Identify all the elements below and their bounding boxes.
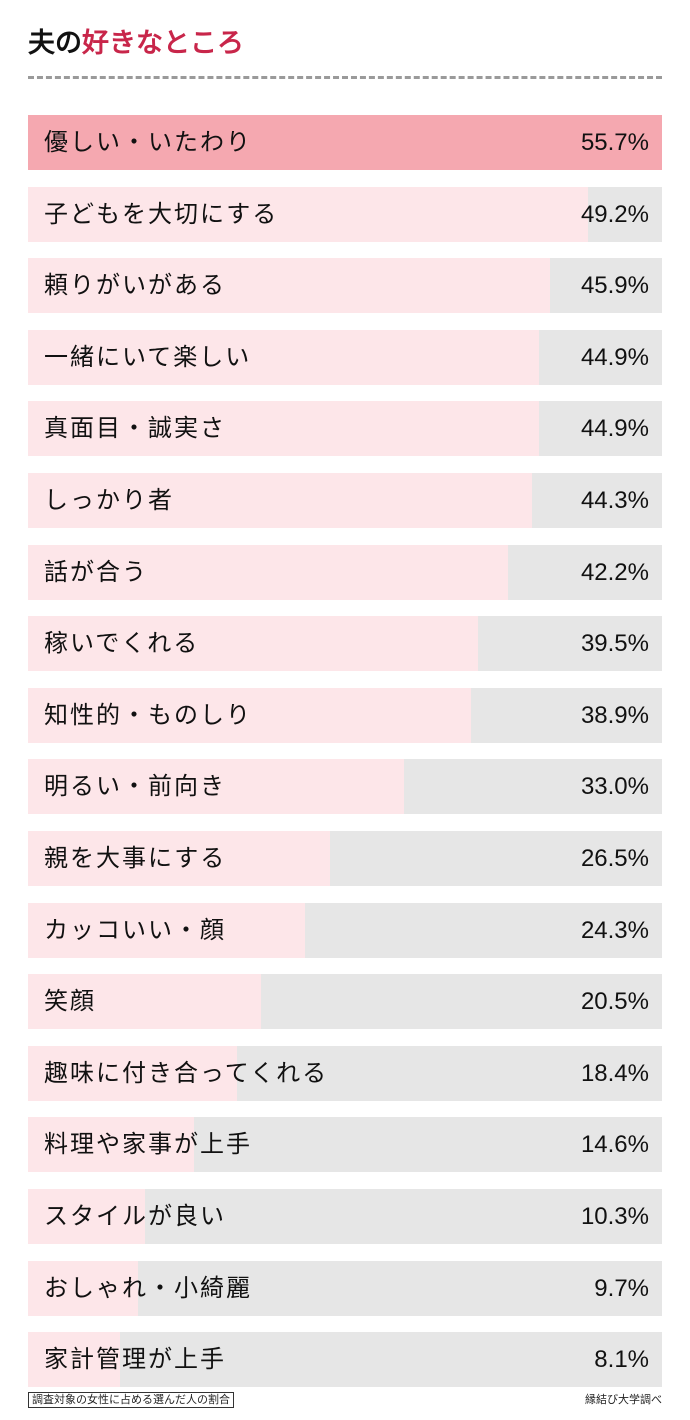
bar-fill — [28, 186, 588, 242]
bar-fill — [28, 1117, 195, 1173]
bar-fill — [28, 759, 404, 815]
bar-value: 26.5% — [580, 844, 649, 872]
bar-fill — [28, 902, 305, 958]
bar-row: 優しい・いたわり 55.7% — [28, 115, 662, 170]
bar-value: 49.2% — [580, 200, 649, 228]
bar-chart: 優しい・いたわり 55.7% 子どもを大切にする 49.2% 頼りがいがある 45.9% 一… — [28, 115, 662, 1404]
bar-value: 20.5% — [580, 988, 649, 1016]
bar-value: 44.9% — [580, 415, 649, 443]
bar-fill — [28, 1260, 139, 1316]
bar-label: 親を大事にする — [44, 843, 227, 872]
bar-value: 33.0% — [580, 773, 649, 801]
bar-row: 頼りがいがある 45.9% — [28, 258, 662, 314]
bar-label: 笑顔 — [44, 987, 96, 1016]
bar-label: 真面目・誠実さ — [44, 414, 226, 443]
dashed-divider — [28, 76, 662, 79]
bar-label: 話が合う — [44, 557, 148, 586]
bar-label: 知性的・ものしり — [44, 700, 252, 729]
bar-row: 稼いでくれる 39.5% — [28, 616, 662, 672]
bar-row: 子どもを大切にする 49.2% — [28, 186, 662, 242]
bar-fill — [28, 329, 540, 385]
bar-value: 18.4% — [580, 1059, 649, 1087]
bar-row: おしゃれ・小綺麗 9.7% — [28, 1260, 662, 1316]
bar-value: 44.3% — [580, 486, 649, 514]
bar-label: 明るい・前向き — [44, 772, 226, 801]
bar-label: 料理や家事が上手 — [44, 1130, 252, 1159]
bar-value: 44.9% — [580, 343, 649, 371]
chart-title: 夫の好きなところ — [28, 26, 244, 62]
bar-row: 家計管理が上手 8.1% — [28, 1332, 662, 1388]
bar-fill — [28, 1332, 121, 1388]
bar-value: 38.9% — [580, 701, 649, 729]
bar-label: 頼りがいがある — [44, 271, 226, 300]
bar-fill — [28, 258, 551, 314]
bar-fill — [28, 616, 478, 672]
bar-row: カッコいい・顔 24.3% — [28, 902, 662, 958]
bar-row: 笑顔 20.5% — [28, 974, 662, 1030]
bar-fill — [28, 830, 330, 886]
bar-fill — [28, 472, 533, 528]
bar-fill — [28, 401, 540, 457]
bar-label: 優しい・いたわり — [44, 128, 252, 156]
bar-label: しっかり者 — [44, 485, 174, 514]
bar-fill — [28, 115, 662, 170]
title-part-husband: 夫の — [28, 28, 82, 59]
bar-row: スタイルが良い 10.3% — [28, 1188, 662, 1244]
bar-label: 家計管理が上手 — [44, 1345, 226, 1374]
bar-fill — [28, 1188, 146, 1244]
source-credit: 縁結び大学調べ — [585, 1393, 662, 1406]
bar-row: 親を大事にする 26.5% — [28, 830, 662, 886]
bar-label: カッコいい・顔 — [44, 915, 226, 944]
footnote-note: 調査対象の女性に占める選んだ人の割合 — [28, 1392, 234, 1408]
bar-fill — [28, 687, 471, 743]
bar-value: 55.7% — [580, 129, 649, 156]
title-part-likes: 好きなところ — [82, 28, 244, 59]
bar-label: スタイルが良い — [44, 1201, 226, 1230]
bar-value: 9.7% — [594, 1274, 649, 1302]
bar-row: 一緒にいて楽しい 44.9% — [28, 329, 662, 385]
bar-fill — [28, 974, 262, 1030]
bar-row: 料理や家事が上手 14.6% — [28, 1117, 662, 1173]
bar-value: 39.5% — [580, 630, 649, 658]
bar-row: 明るい・前向き 33.0% — [28, 759, 662, 815]
bar-value: 8.1% — [594, 1346, 649, 1374]
bar-value: 10.3% — [580, 1202, 649, 1230]
bar-fill — [28, 1045, 238, 1101]
bar-label: 子どもを大切にする — [44, 199, 279, 228]
bar-label: 一緒にいて楽しい — [44, 342, 252, 371]
bar-row: 真面目・誠実さ 44.9% — [28, 401, 662, 457]
bar-row: しっかり者 44.3% — [28, 472, 662, 528]
bar-fill — [28, 544, 509, 600]
bar-row: 趣味に付き合ってくれる 18.4% — [28, 1045, 662, 1101]
bar-row: 話が合う 42.2% — [28, 544, 662, 600]
bar-label: 稼いでくれる — [44, 629, 200, 658]
bar-label: 趣味に付き合ってくれる — [44, 1058, 329, 1087]
bar-label: おしゃれ・小綺麗 — [44, 1273, 252, 1302]
bar-value: 14.6% — [580, 1131, 649, 1159]
bar-value: 24.3% — [580, 916, 649, 944]
bar-value: 42.2% — [580, 558, 649, 586]
bar-row: 知性的・ものしり 38.9% — [28, 687, 662, 743]
bar-value: 45.9% — [580, 272, 649, 300]
